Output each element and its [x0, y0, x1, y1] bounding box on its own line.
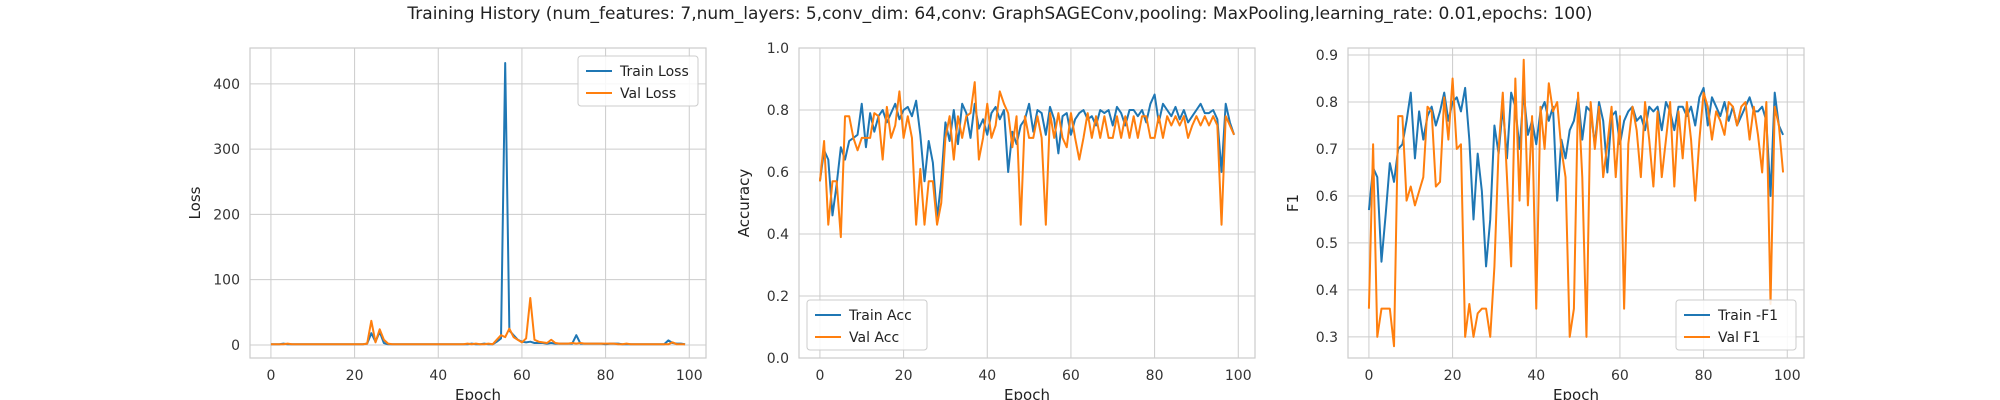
panel3-legend: Train -F1 Val F1	[1675, 299, 1797, 351]
panel3-ylabel: F1	[1284, 194, 1302, 212]
panel2-legend-label-2: Val Acc	[849, 330, 899, 346]
panel3-ytick-label: 0.5	[1316, 236, 1338, 252]
panel2-xtick-label: 20	[895, 368, 913, 384]
panel3-series-1-line	[1367, 86, 1784, 268]
panel2-xtick-label: 100	[1225, 368, 1252, 384]
panel3-series-2-line	[1367, 58, 1785, 348]
panel1-ytick-label: 400	[213, 77, 240, 93]
panel1-legend-label-1: Train Loss	[619, 64, 689, 80]
panel2-xlabel: Epoch	[1004, 386, 1050, 400]
panel2-ytick-label: 0.2	[767, 289, 789, 305]
panel2-ytick-label: 0.4	[767, 227, 789, 243]
panel3-ytick-label: 0.7	[1316, 142, 1338, 158]
panel1-ytick-label: 100	[213, 273, 240, 289]
panel1-ytick-label: 200	[213, 207, 240, 223]
panel1-xtick-label: 40	[429, 368, 447, 384]
panel3-legend-label-1: Train -F1	[1717, 308, 1778, 324]
panel1-legend-label-2: Val Loss	[620, 86, 676, 102]
panel1-ytick-label: 0	[231, 338, 240, 354]
panel3-xtick-label: 0	[1364, 368, 1373, 384]
panel1-series-2-line	[270, 296, 686, 346]
panel1-xtick-label: 100	[676, 368, 703, 384]
panel2-xtick-label: 40	[978, 368, 996, 384]
panel2-ytick-label: 1.0	[767, 41, 789, 57]
panel2-legend: Train Acc Val Acc	[806, 299, 928, 351]
figure-title: Training History (num_features: 7,num_la…	[407, 4, 1593, 24]
panel1-xtick-label: 80	[597, 368, 615, 384]
panel2-xtick-label: 60	[1062, 368, 1080, 384]
panel1-xtick-label: 60	[513, 368, 531, 384]
panel3-ytick-label: 0.9	[1316, 48, 1338, 64]
panel3-ytick-label: 0.4	[1316, 283, 1338, 299]
panel3: 0 20 40 60 80 100 0.3 0.4 0.5 0.6 0.7 0.8 0.9 Epoch F1…	[1284, 47, 1805, 400]
panel3-xtick-label: 80	[1695, 368, 1713, 384]
panel1-ylabel: Loss	[186, 186, 204, 219]
panel1-xlabel: Epoch	[455, 386, 501, 400]
panel2-ytick-label: 0.8	[767, 103, 789, 119]
panel3-ytick-label: 0.8	[1316, 95, 1338, 111]
panel3-xtick-label: 20	[1444, 368, 1462, 384]
panel2-frame	[798, 47, 1256, 359]
panel2-xtick-label: 80	[1146, 368, 1164, 384]
panel2: 0 20 40 60 80 100 0.0 0.2 0.4 0.6 0.8 1.0 Epoch Accur…	[735, 41, 1256, 400]
panel1-xtick-label: 0	[266, 368, 275, 384]
panel2-xtick-label: 0	[815, 368, 824, 384]
panel2-ytick-label: 0.6	[767, 165, 789, 181]
panel3-xtick-label: 60	[1611, 368, 1629, 384]
panel3-xlabel: Epoch	[1553, 386, 1599, 400]
panel3-frame	[1347, 47, 1805, 359]
panel1-legend: Train Loss Val Loss	[577, 55, 699, 107]
panel3-xtick-label: 100	[1774, 368, 1801, 384]
panel1-xtick-label: 20	[346, 368, 364, 384]
panel3-legend-label-2: Val F1	[1718, 330, 1760, 346]
panel2-ylabel: Accuracy	[735, 169, 753, 238]
panel3-ytick-label: 0.3	[1316, 330, 1338, 346]
panel2-series-2-line	[818, 81, 1235, 239]
panel2-ytick-label: 0.0	[767, 351, 789, 367]
panel2-legend-label-1: Train Acc	[848, 308, 912, 324]
panel1-ytick-label: 300	[213, 142, 240, 158]
panel1-frame	[249, 47, 707, 359]
panel3-xtick-label: 40	[1527, 368, 1545, 384]
panel1: 0 20 40 60 80 100 0 100 200 300 400 Epoch Loss Train …	[186, 47, 707, 400]
panel3-ytick-label: 0.6	[1316, 189, 1338, 205]
